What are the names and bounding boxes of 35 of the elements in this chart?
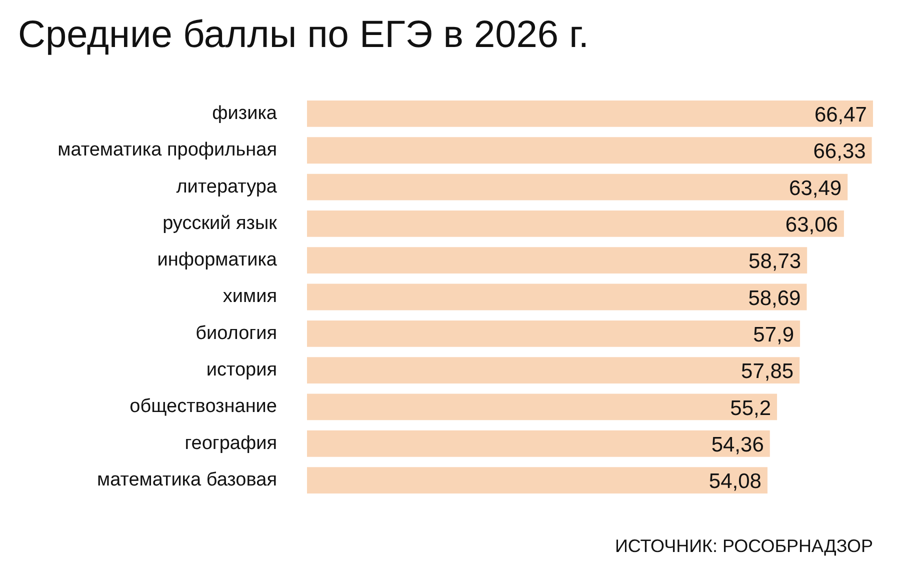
bar [307,284,807,310]
bar [307,394,778,420]
data-label: 58,69 [748,286,801,310]
bar [307,320,800,347]
y-tick-label: математика базовая [97,470,277,491]
bar [307,174,848,200]
data-label: 66,47 [814,104,867,127]
data-label: 54,36 [711,433,764,456]
chart-title: Средние баллы по ЕГЭ в 2026 г. [18,14,589,57]
data-label: 66,33 [813,140,866,164]
y-tick-label: география [184,432,277,454]
bar [307,247,808,274]
bar [307,430,770,457]
text: ИСТОЧНИК: РОСОБРНАДЗОР [614,536,873,557]
y-tick-label: история [206,360,277,381]
y-tick-label: химия [222,286,277,308]
bar [307,100,873,127]
bar [307,137,872,164]
data-label: 63,49 [789,176,842,200]
y-tick-label: биология [196,322,277,344]
data-label: 55,2 [730,396,772,420]
y-tick-label: физика [212,102,278,124]
bar [307,357,800,384]
y-tick-label: информатика [157,250,278,271]
bar [307,467,768,494]
y-tick-label: русский язык [162,212,278,234]
data-label: 63,06 [785,213,838,236]
data-label: 54,08 [708,470,762,494]
y-tick-label: обществознание [130,396,277,418]
y-tick-label: литература [176,176,278,198]
data-label: 57,85 [741,360,794,384]
bar [307,210,844,237]
data-label: 57,9 [753,323,794,346]
data-label: 58,73 [748,250,802,274]
y-tick-label: математика профильная [58,140,277,161]
